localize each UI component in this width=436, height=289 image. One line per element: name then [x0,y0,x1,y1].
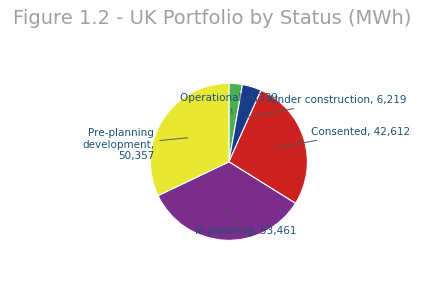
Wedge shape [229,90,307,203]
Wedge shape [229,83,242,162]
Wedge shape [229,85,261,162]
Text: Pre-planning
development,
50,357: Pre-planning development, 50,357 [82,128,187,161]
Text: Operational, 4,339: Operational, 4,339 [180,93,278,114]
Text: Consented, 42,612: Consented, 42,612 [275,127,410,148]
Wedge shape [158,162,296,240]
Text: Figure 1.2 - UK Portfolio by Status (MWh): Figure 1.2 - UK Portfolio by Status (MWh… [13,9,412,28]
Wedge shape [150,83,229,196]
Text: In planning, 53,461: In planning, 53,461 [195,210,297,236]
Text: Under construction, 6,219: Under construction, 6,219 [245,95,406,118]
